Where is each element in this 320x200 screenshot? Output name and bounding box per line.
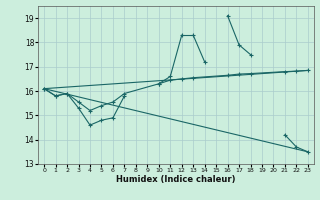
X-axis label: Humidex (Indice chaleur): Humidex (Indice chaleur): [116, 175, 236, 184]
